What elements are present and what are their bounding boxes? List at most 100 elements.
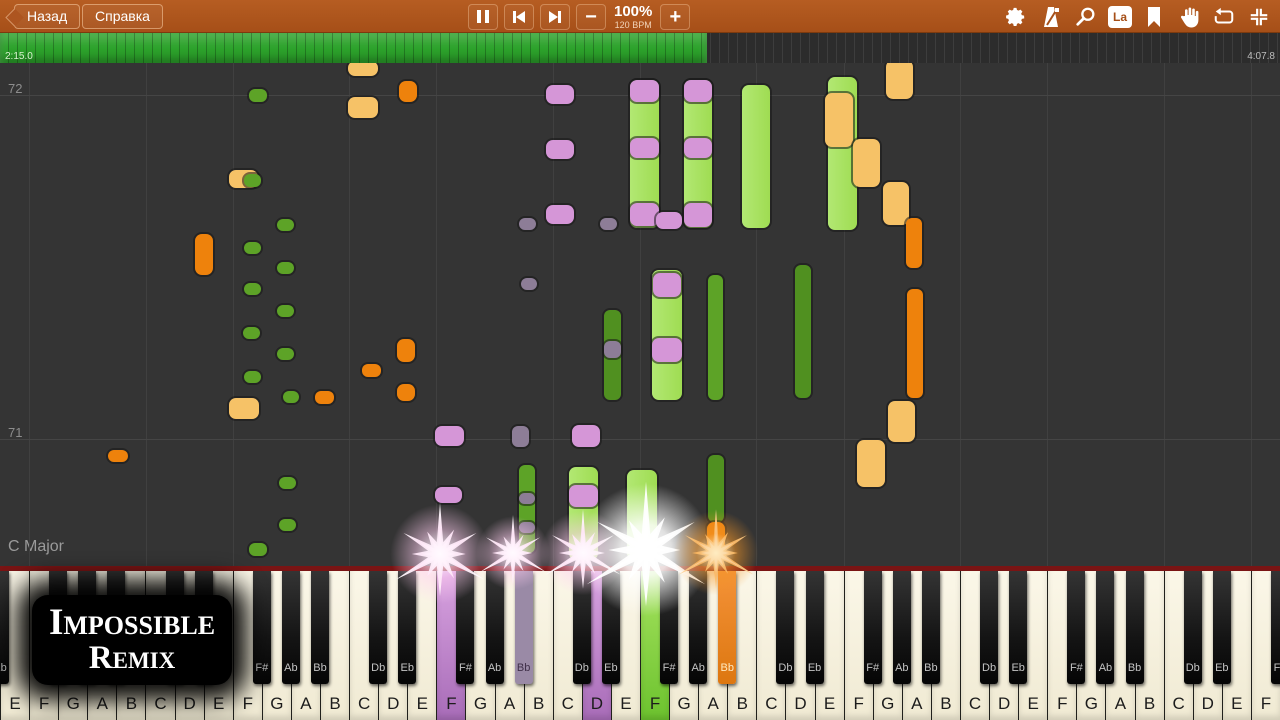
piano-key-black-Ab[interactable]: Ab — [1096, 571, 1115, 684]
gridline-vertical — [756, 63, 758, 566]
collapse-icon[interactable] — [1246, 4, 1272, 30]
falling-note — [243, 327, 260, 339]
falling-note — [519, 522, 535, 533]
white-key-label: F — [1057, 694, 1068, 713]
piano-key-black-Eb[interactable]: Eb — [0, 571, 9, 684]
falling-note — [435, 426, 464, 446]
falling-note — [195, 234, 213, 275]
note-labels-toggle[interactable]: La — [1108, 5, 1132, 28]
white-key-label: B — [940, 694, 952, 713]
piano-key-black-Fs[interactable]: F# — [456, 571, 475, 684]
white-key-label: D — [387, 694, 400, 713]
piano-key-black-Ab[interactable]: Ab — [281, 571, 300, 684]
black-key-label: Db — [778, 662, 793, 674]
speed-decrease-button[interactable]: − — [576, 3, 606, 30]
falling-note — [249, 543, 267, 556]
falling-note — [684, 138, 712, 158]
white-key-label: E — [9, 694, 21, 713]
falling-note — [888, 401, 915, 442]
piano-key-black-Fs[interactable]: F# — [863, 571, 882, 684]
white-key-label: E — [416, 694, 428, 713]
white-key-label: C — [968, 694, 982, 713]
piano-key-black-Bb[interactable]: Bb — [514, 571, 533, 684]
gridline-vertical — [1047, 63, 1049, 566]
falling-note — [279, 519, 296, 531]
falling-note — [907, 289, 923, 398]
piano-key-black-Eb[interactable]: Eb — [1212, 571, 1231, 684]
song-progress-bar[interactable]: 2:15.0 4:07.8 — [0, 33, 1280, 63]
white-key-label: A — [1114, 694, 1127, 713]
falling-note — [795, 265, 811, 398]
piano-key-black-Db[interactable]: Db — [369, 571, 388, 684]
black-key-label: F# — [255, 662, 269, 674]
piano-key-black-Ab[interactable]: Ab — [892, 571, 911, 684]
falling-note — [283, 391, 299, 403]
piano-key-black-Ab[interactable]: Ab — [485, 571, 504, 684]
help-button[interactable]: Справка — [82, 4, 163, 29]
piano-key-black-Eb[interactable]: Eb — [805, 571, 824, 684]
gridline-vertical — [960, 63, 961, 566]
gridline-vertical — [436, 63, 438, 566]
speed-increase-button[interactable]: + — [660, 3, 691, 30]
falling-note — [397, 384, 415, 401]
piano-key-black-Db[interactable]: Db — [980, 571, 999, 684]
back-button[interactable]: Назад — [14, 4, 81, 29]
piano-key-black-Fs[interactable]: F# — [660, 571, 679, 684]
piano-key-black-Bb[interactable]: Bb — [1125, 571, 1144, 684]
bookmark-icon[interactable] — [1141, 4, 1167, 30]
piano-key-black-Fs[interactable]: F# — [1271, 571, 1280, 684]
black-key-label: Eb — [0, 662, 7, 674]
falling-note — [569, 485, 598, 507]
black-key-label: Ab — [895, 662, 909, 674]
piano-key-black-Eb[interactable]: Eb — [601, 571, 620, 684]
settings-gear-icon[interactable] — [1003, 4, 1029, 30]
falling-note — [108, 450, 128, 462]
loop-icon[interactable] — [1211, 4, 1237, 30]
white-key-label: F — [242, 694, 253, 713]
piano-key-black-Db[interactable]: Db — [776, 571, 795, 684]
pause-button[interactable] — [468, 3, 498, 30]
white-key-label: E — [823, 694, 836, 713]
piano-key-black-Bb[interactable]: Bb — [311, 571, 329, 684]
black-key-label: Ab — [284, 662, 298, 674]
white-key-label: G — [881, 694, 895, 713]
hand-pan-icon[interactable] — [1176, 4, 1202, 30]
falling-note — [277, 262, 294, 274]
total-time: 4:07.8 — [1247, 51, 1275, 62]
piano-key-black-Db[interactable]: Db — [572, 571, 591, 684]
black-key-label: Eb — [400, 662, 414, 674]
black-key-label: Db — [371, 662, 386, 674]
speed-percent: 100% — [614, 2, 653, 20]
skip-end-icon — [549, 10, 558, 23]
falling-note — [572, 425, 600, 447]
white-key-label: F — [1260, 694, 1272, 713]
measure-line — [0, 439, 1280, 440]
piano-key-black-Eb[interactable]: Eb — [398, 571, 417, 684]
white-key-label: C — [1172, 694, 1185, 713]
falling-note — [244, 283, 261, 295]
zoom-magnifier-icon[interactable] — [1073, 4, 1099, 30]
piano-key-black-Eb[interactable]: Eb — [1009, 571, 1028, 684]
falling-note — [684, 203, 712, 227]
piano-key-black-Db[interactable]: Db — [1183, 571, 1202, 684]
white-key-label: F — [446, 694, 457, 713]
white-key-label: B — [736, 694, 748, 713]
black-key-label: Db — [982, 662, 997, 674]
falling-note — [600, 218, 617, 230]
falling-note — [399, 81, 417, 102]
skip-to-start-button[interactable] — [504, 3, 534, 30]
falling-note — [656, 212, 682, 229]
metronome-icon[interactable] — [1038, 4, 1064, 30]
plus-icon: + — [669, 5, 682, 28]
piano-key-black-Fs[interactable]: F# — [252, 571, 271, 684]
white-key-label: G — [1084, 694, 1099, 713]
piano-key-black-Bb[interactable]: Bb — [921, 571, 940, 684]
falling-note — [906, 218, 922, 268]
piano-key-black-Bb[interactable]: Bb — [718, 571, 737, 684]
white-key-label: C — [765, 694, 778, 713]
skip-to-end-button[interactable] — [540, 3, 570, 30]
piano-key-black-Fs[interactable]: F# — [1067, 571, 1086, 684]
black-key-label: Bb — [1127, 662, 1142, 674]
piano-key-black-Ab[interactable]: Ab — [689, 571, 708, 684]
falling-note — [684, 80, 712, 102]
